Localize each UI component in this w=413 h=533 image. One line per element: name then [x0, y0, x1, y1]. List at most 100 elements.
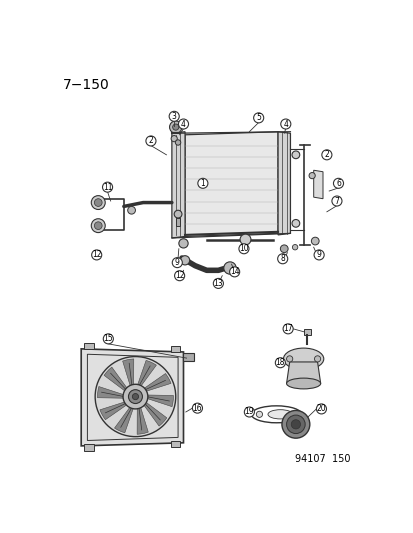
Text: 9: 9 — [174, 258, 179, 267]
Text: 3: 3 — [171, 112, 176, 121]
Circle shape — [313, 250, 323, 260]
Polygon shape — [137, 405, 148, 434]
Circle shape — [277, 254, 287, 264]
Text: 11: 11 — [102, 183, 112, 192]
Polygon shape — [183, 353, 194, 361]
Circle shape — [123, 384, 147, 409]
Circle shape — [311, 237, 318, 245]
Circle shape — [314, 356, 320, 362]
Text: 8: 8 — [280, 254, 285, 263]
Circle shape — [286, 415, 304, 433]
Circle shape — [280, 245, 287, 253]
Polygon shape — [142, 374, 171, 392]
Polygon shape — [136, 360, 156, 388]
Text: 12: 12 — [174, 271, 184, 280]
Polygon shape — [185, 132, 278, 237]
Circle shape — [169, 121, 181, 133]
Polygon shape — [84, 343, 93, 349]
Polygon shape — [114, 405, 134, 433]
Circle shape — [280, 119, 290, 129]
Circle shape — [281, 410, 309, 438]
Text: 4: 4 — [180, 119, 185, 128]
Text: 1: 1 — [200, 179, 205, 188]
Circle shape — [282, 324, 292, 334]
Circle shape — [145, 136, 156, 146]
Text: 2: 2 — [324, 150, 328, 159]
Ellipse shape — [251, 406, 301, 423]
Text: 13: 13 — [213, 279, 223, 288]
Circle shape — [172, 257, 182, 268]
Polygon shape — [142, 401, 166, 426]
Circle shape — [290, 411, 296, 417]
Circle shape — [240, 234, 250, 245]
Circle shape — [316, 404, 326, 414]
Text: 17: 17 — [282, 325, 292, 333]
Text: 6: 6 — [335, 179, 340, 188]
Circle shape — [94, 199, 102, 206]
Circle shape — [132, 393, 138, 400]
Circle shape — [174, 271, 184, 281]
Circle shape — [244, 407, 254, 417]
Text: 12: 12 — [92, 251, 101, 260]
Circle shape — [292, 245, 297, 250]
Ellipse shape — [267, 410, 292, 419]
Circle shape — [291, 220, 299, 227]
Ellipse shape — [286, 378, 320, 389]
Circle shape — [91, 219, 105, 232]
Circle shape — [256, 411, 262, 417]
Text: 94107  150: 94107 150 — [294, 454, 349, 464]
Polygon shape — [286, 362, 320, 384]
Polygon shape — [278, 132, 290, 235]
Polygon shape — [144, 395, 173, 407]
Circle shape — [332, 179, 343, 188]
Ellipse shape — [283, 348, 323, 370]
Text: 10: 10 — [239, 244, 248, 253]
Circle shape — [127, 206, 135, 214]
Circle shape — [331, 196, 341, 206]
Text: 15: 15 — [103, 334, 113, 343]
Circle shape — [286, 356, 292, 362]
Circle shape — [291, 151, 299, 159]
Polygon shape — [176, 218, 180, 225]
Polygon shape — [171, 132, 185, 238]
Text: 9: 9 — [316, 251, 321, 260]
Circle shape — [91, 196, 105, 209]
Polygon shape — [104, 367, 128, 393]
Circle shape — [253, 113, 263, 123]
Polygon shape — [100, 401, 129, 419]
Circle shape — [94, 222, 102, 230]
Circle shape — [178, 239, 188, 248]
Text: 18: 18 — [275, 358, 285, 367]
Text: 5: 5 — [256, 114, 261, 123]
Circle shape — [169, 111, 179, 122]
Circle shape — [223, 262, 236, 274]
Text: 14: 14 — [229, 268, 239, 276]
Circle shape — [175, 140, 180, 145]
Circle shape — [172, 124, 178, 130]
Polygon shape — [171, 346, 180, 352]
Text: 16: 16 — [192, 403, 202, 413]
Polygon shape — [122, 359, 133, 389]
Polygon shape — [171, 441, 180, 447]
Circle shape — [290, 419, 300, 429]
Text: 7: 7 — [334, 197, 339, 206]
Circle shape — [197, 179, 207, 188]
Text: 4: 4 — [282, 119, 287, 128]
Circle shape — [174, 210, 181, 218]
Circle shape — [128, 390, 142, 403]
Circle shape — [180, 256, 189, 265]
Text: 20: 20 — [316, 405, 325, 414]
Polygon shape — [97, 386, 126, 398]
Circle shape — [192, 403, 202, 413]
Circle shape — [178, 119, 188, 129]
Circle shape — [171, 135, 177, 142]
Circle shape — [321, 150, 331, 160]
Text: 2: 2 — [148, 136, 153, 146]
Circle shape — [238, 244, 248, 254]
Polygon shape — [313, 170, 322, 199]
Circle shape — [102, 182, 112, 192]
Polygon shape — [304, 329, 310, 335]
Polygon shape — [84, 445, 93, 450]
Circle shape — [91, 250, 102, 260]
Circle shape — [308, 173, 314, 179]
